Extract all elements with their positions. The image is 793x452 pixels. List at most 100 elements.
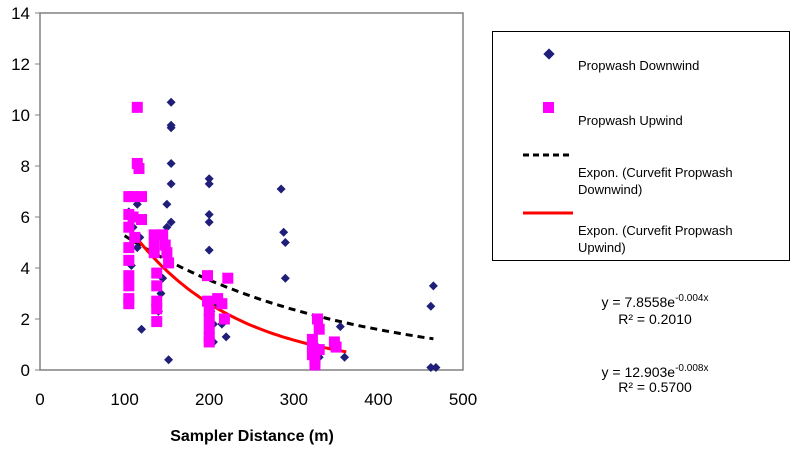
- data-point-downwind: [162, 199, 172, 209]
- y-tick-label: 2: [21, 310, 30, 329]
- data-point-upwind: [123, 270, 135, 282]
- data-point-downwind: [340, 352, 350, 362]
- data-point-upwind: [148, 247, 160, 259]
- data-point-downwind: [137, 324, 147, 334]
- legend-marker-diamond: [543, 48, 555, 60]
- equation-downwind: y = 7.8558e-0.004x: [555, 293, 755, 310]
- data-point-upwind: [133, 163, 145, 175]
- y-axis: 0 2 4 6 8 10 12 14: [11, 4, 40, 380]
- data-point-upwind: [151, 280, 163, 292]
- y-tick-label: 4: [21, 259, 30, 278]
- data-point-upwind: [313, 344, 325, 356]
- x-tick-label: 0: [35, 390, 44, 409]
- fit-line-downwind: [123, 234, 434, 341]
- data-point-upwind: [203, 336, 215, 348]
- r2-downwind: R² = 0.2010: [618, 311, 692, 327]
- x-axis-title: Sampler Distance (m): [170, 428, 334, 445]
- data-point-downwind: [166, 158, 176, 168]
- data-point-upwind: [222, 272, 234, 284]
- y-tick-label: 0: [21, 361, 30, 380]
- r2-upwind: R² = 0.5700: [618, 379, 692, 395]
- legend-label-upwind: Propwash Upwind: [578, 113, 683, 128]
- data-point-upwind: [202, 270, 214, 282]
- data-point-upwind: [127, 191, 139, 203]
- legend-marker-solid-line: [523, 211, 573, 215]
- equation-upwind: y = 12.903e-0.008x: [555, 363, 755, 380]
- data-point-upwind: [148, 237, 160, 248]
- data-point-upwind: [151, 295, 163, 307]
- data-point-downwind: [132, 243, 142, 253]
- plot-area: [39, 12, 464, 371]
- data-point-downwind: [204, 174, 214, 184]
- data-point-upwind: [136, 191, 148, 203]
- data-point-downwind: [166, 179, 176, 189]
- data-point-upwind: [202, 295, 214, 307]
- legend-label-downwind: Propwash Downwind: [578, 58, 700, 73]
- data-point-upwind: [127, 211, 139, 223]
- data-point-upwind: [148, 229, 160, 241]
- data-point-downwind: [166, 120, 176, 130]
- legend-label-fit-downwind: Expon. (Curvefit Propwash Downwind): [578, 165, 733, 197]
- data-point-downwind: [204, 217, 214, 227]
- data-point-downwind: [276, 184, 286, 194]
- y-tick-label: 10: [11, 106, 30, 125]
- data-point-downwind: [335, 322, 345, 332]
- data-point-downwind: [204, 179, 214, 189]
- data-point-downwind: [431, 362, 441, 372]
- data-point-upwind: [306, 341, 318, 353]
- data-point-downwind: [280, 238, 290, 247]
- x-tick-label: 300: [280, 390, 308, 409]
- data-point-upwind: [311, 313, 323, 325]
- equation-upwind-base: y = 12.903e: [601, 364, 676, 380]
- data-point-upwind: [136, 214, 148, 226]
- data-point-downwind: [428, 281, 438, 291]
- data-point-upwind: [123, 221, 135, 233]
- y-tick-label: 14: [11, 4, 30, 23]
- legend-marker-dashed-line: [523, 153, 573, 157]
- y-tick-label: 12: [11, 55, 30, 74]
- x-axis: 0 100 200 300 400 500: [35, 390, 477, 409]
- equation-downwind-base: y = 7.8558e: [601, 294, 676, 310]
- data-point-downwind: [204, 245, 214, 255]
- y-tick-label: 8: [21, 157, 30, 176]
- data-point-downwind: [221, 332, 231, 342]
- data-point-upwind: [203, 313, 215, 325]
- data-point-upwind: [151, 303, 163, 315]
- data-point-upwind: [203, 323, 215, 335]
- legend-label-fit-upwind: Expon. (Curvefit Propwash Upwind): [578, 223, 733, 255]
- data-point-downwind: [166, 97, 176, 107]
- data-point-upwind: [123, 298, 135, 310]
- data-point-upwind: [330, 341, 342, 353]
- data-point-upwind: [123, 254, 135, 266]
- data-point-upwind: [216, 298, 228, 310]
- data-point-upwind: [129, 231, 141, 243]
- data-point-upwind: [131, 101, 143, 113]
- data-point-upwind: [159, 239, 171, 251]
- data-point-upwind: [151, 267, 163, 279]
- legend-marker-square: [543, 102, 554, 113]
- data-point-upwind: [306, 333, 318, 345]
- data-point-upwind: [163, 257, 175, 269]
- x-tick-label: 500: [449, 390, 477, 409]
- data-point-upwind: [157, 229, 169, 241]
- y-tick-label: 6: [21, 208, 30, 227]
- data-point-downwind: [204, 209, 214, 219]
- data-point-upwind: [123, 242, 135, 254]
- data-points: [123, 97, 441, 372]
- legend: Propwash Downwind Propwash Upwind Expon.…: [492, 31, 790, 261]
- data-point-upwind: [313, 323, 325, 335]
- data-point-upwind: [151, 316, 163, 328]
- x-tick-label: 400: [364, 390, 392, 409]
- data-point-downwind: [280, 273, 290, 283]
- equation-upwind-exponent: -0.008x: [675, 363, 709, 374]
- data-point-downwind: [166, 217, 176, 227]
- x-tick-label: 200: [195, 390, 223, 409]
- data-point-upwind: [161, 247, 173, 259]
- data-point-upwind: [309, 359, 321, 371]
- data-point-upwind: [123, 280, 135, 292]
- data-point-downwind: [164, 355, 174, 365]
- equation-downwind-exponent: -0.004x: [675, 293, 709, 304]
- data-point-upwind: [203, 305, 215, 317]
- data-point-downwind: [426, 362, 436, 372]
